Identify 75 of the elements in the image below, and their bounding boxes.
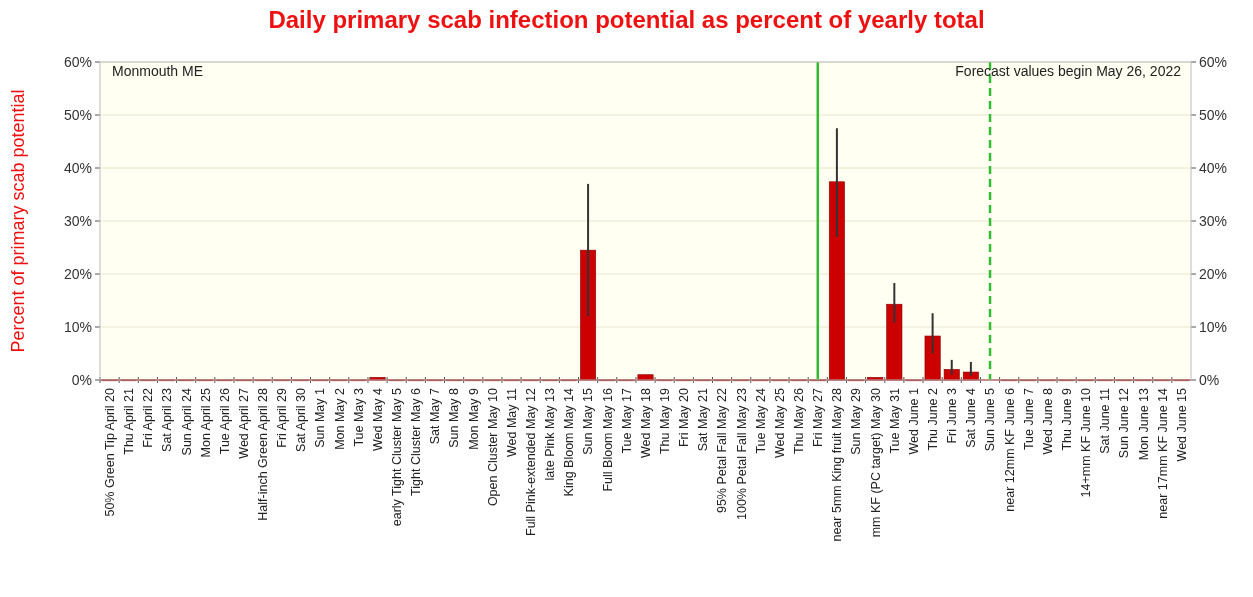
x-tick-label: Sun May 8 — [447, 387, 462, 448]
y2-tick-label: 50% — [1199, 106, 1228, 123]
x-tick-label: Thu May 26 — [792, 387, 806, 455]
x-tick-label: Sat June 4 — [964, 387, 979, 448]
x-tick-label: near 17mm KF June 14 — [1155, 387, 1170, 519]
x-tick-label: Thu June 9 — [1059, 387, 1074, 451]
x-tick-label: Sun April 24 — [179, 387, 194, 456]
x-tick-label: 14+mm KF June 10 — [1079, 387, 1094, 498]
x-tick-label: Fri May 27 — [811, 387, 826, 448]
x-tick-label: Open Cluster May 10 — [485, 387, 500, 507]
x-tick-label: Sat May 21 — [696, 387, 711, 452]
x-tick-label: Wed May 4 — [370, 387, 385, 451]
x-tick-label: Sun May 1 — [313, 387, 328, 448]
x-tick-label: Wed May 11 — [504, 387, 519, 458]
x-tick-label: Fri April 22 — [141, 387, 156, 448]
y2-tick-label: 30% — [1199, 212, 1228, 229]
x-tick-label: Sun May 15 — [581, 387, 596, 455]
x-tick-label: Tue May 31 — [887, 387, 902, 454]
y-tick-label: 60% — [63, 53, 92, 70]
x-tick-label: Sat May 7 — [428, 387, 443, 445]
y-tick-label: 0% — [71, 371, 92, 388]
chart-title: Daily primary scab infection potential as percent of yearly total — [268, 6, 985, 33]
y-tick-label: 30% — [63, 212, 92, 229]
y-tick-label: 50% — [63, 106, 92, 123]
x-tick-label: Wed June 1 — [906, 387, 921, 455]
x-tick-label: Thu June 2 — [925, 387, 940, 451]
x-tick-label: Sat June 11 — [1098, 387, 1113, 454]
annotation: Monmouth ME — [112, 63, 204, 79]
x-tick-label: mm KF (PC target) May 30 — [868, 387, 883, 538]
y-tick-label: 10% — [63, 318, 92, 335]
x-tick-label: Half-inch Green April 28 — [256, 387, 271, 521]
x-tick-label: Mon April 25 — [198, 387, 213, 458]
x-tick-label: early Tight Cluster May 5 — [390, 387, 405, 527]
x-tick-label: Full Bloom May 16 — [600, 387, 615, 492]
y-tick-label: 20% — [63, 265, 92, 282]
x-tick-label: Wed May 18 — [638, 387, 653, 458]
x-tick-label: near 12mm KF June 6 — [1002, 387, 1017, 512]
x-tick-label: Tue May 24 — [753, 387, 768, 454]
annotation: Forecast values begin May 26, 2022 — [955, 63, 1182, 79]
x-tick-label: Sun June 12 — [1117, 387, 1132, 459]
x-tick-label: Fri April 29 — [275, 387, 290, 448]
x-tick-label: 95% Petal Fall May 22 — [715, 387, 730, 514]
x-tick-label: Wed June 15 — [1174, 387, 1189, 462]
x-tick-label: Tight Cluster May 6 — [409, 387, 424, 496]
y2-tick-label: 10% — [1199, 318, 1228, 335]
x-tick-label: near 5mm King fruit May 28 — [830, 387, 845, 542]
x-tick-label: Tue May 17 — [619, 387, 634, 454]
y2-tick-label: 0% — [1199, 371, 1220, 388]
x-tick-label: Thu April 21 — [122, 387, 137, 455]
x-tick-label: 100% Petal Fall May 23 — [734, 387, 749, 521]
x-tick-label: Tue June 7 — [1021, 387, 1036, 451]
x-tick-label: Sun June 5 — [983, 387, 998, 452]
y-tick-label: 40% — [63, 159, 92, 176]
x-tick-label: Mon May 9 — [466, 387, 481, 450]
x-tick-label: Fri June 3 — [945, 387, 960, 444]
x-tick-label: Sat April 23 — [160, 387, 175, 452]
x-tick-label: Tue May 3 — [351, 387, 366, 447]
x-tick-label: Thu May 19 — [658, 387, 673, 455]
y2-tick-label: 20% — [1199, 265, 1228, 282]
x-tick-label: late Pink May 13 — [543, 387, 558, 481]
y2-tick-label: 60% — [1199, 53, 1228, 70]
x-tick-label: Sun May 29 — [849, 387, 864, 455]
x-tick-label: Fri May 20 — [677, 387, 692, 448]
y2-tick-label: 40% — [1199, 159, 1228, 176]
x-tick-label: Sat April 30 — [294, 387, 309, 452]
x-tick-label: King Bloom May 14 — [562, 387, 577, 497]
x-tick-label: Wed May 25 — [772, 387, 787, 458]
y-axis-title: Percent of primary scab potential — [8, 89, 28, 353]
x-tick-label: Tue April 26 — [217, 387, 232, 455]
x-tick-label: 50% Green Tip April 20 — [102, 387, 117, 517]
x-tick-label: Full Pink-extended May 12 — [524, 387, 539, 536]
x-tick-label: Mon May 2 — [332, 387, 347, 450]
x-tick-label: Wed June 8 — [1040, 387, 1055, 455]
x-tick-label: Mon June 13 — [1136, 387, 1151, 461]
x-tick-label: Wed April 27 — [236, 387, 251, 459]
